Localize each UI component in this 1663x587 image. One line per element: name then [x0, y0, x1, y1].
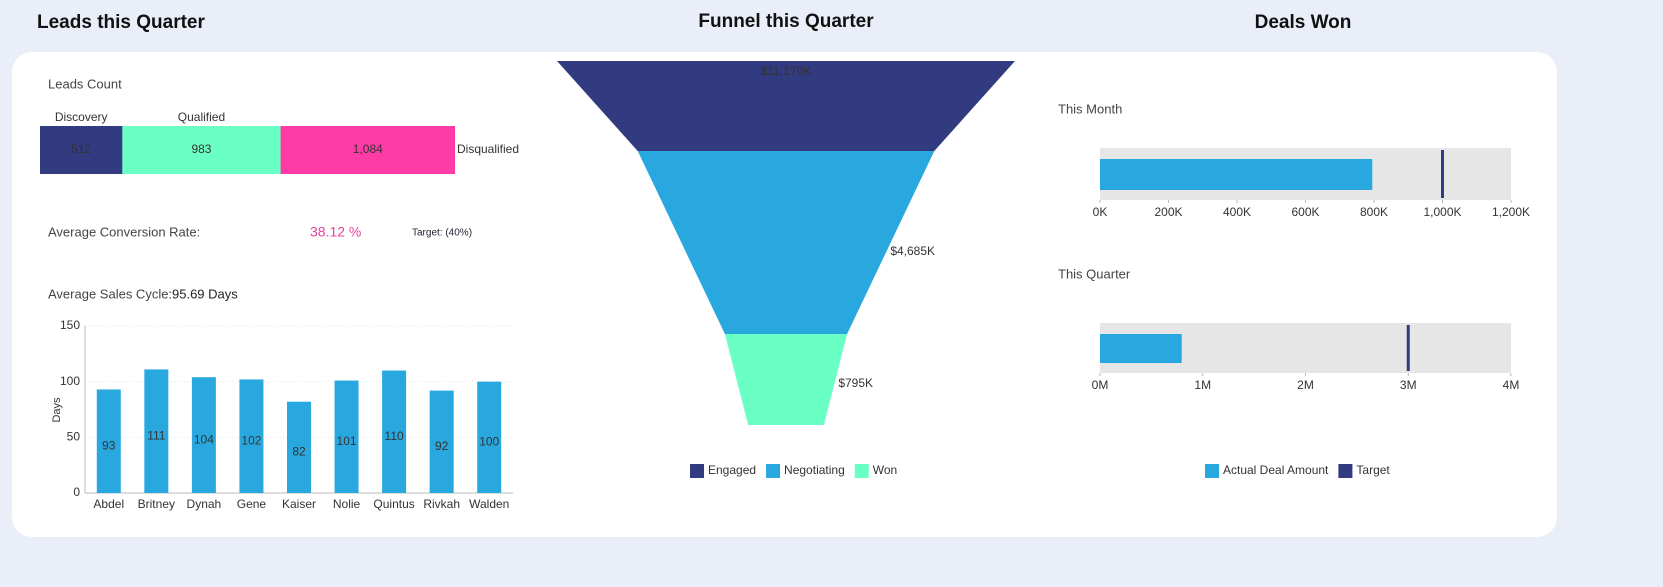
legend-label: Engaged: [708, 463, 756, 477]
legend-swatch: [690, 464, 704, 478]
x-tick-label: Britney: [138, 497, 175, 511]
segment-name: Qualified: [178, 110, 225, 124]
kpi-value: 38.12 %: [310, 224, 361, 240]
bar: [287, 401, 311, 493]
funnel-segment: [724, 334, 848, 425]
funnel-segment: [557, 61, 1015, 151]
x-tick-label: 0K: [1093, 205, 1108, 219]
bar: [191, 377, 216, 493]
segment-name: Discovery: [55, 110, 108, 124]
data-label: $4,685K: [890, 244, 935, 258]
legend-label: Actual Deal Amount: [1223, 463, 1329, 477]
x-tick-label: Dynah: [187, 497, 222, 511]
x-tick-label: Rivkah: [423, 497, 460, 511]
y-tick-label: 50: [67, 430, 81, 444]
legend-swatch: [854, 464, 869, 478]
y-axis-label: Days: [51, 397, 63, 423]
x-tick-label: 200K: [1154, 205, 1182, 219]
kpi-target: Target: (40%): [412, 228, 472, 239]
bar: [334, 380, 359, 493]
bar: [429, 390, 454, 493]
legend-swatch: [1338, 464, 1353, 478]
bullet-bar: [1100, 159, 1373, 190]
x-tick-label: Abdel: [93, 497, 124, 511]
data-label: 100: [479, 435, 499, 449]
target-marker: [1406, 325, 1410, 371]
legend-label: Won: [873, 463, 897, 477]
kpi-label: Average Conversion Rate:: [48, 224, 200, 239]
x-tick-label: 1,200K: [1492, 205, 1530, 219]
bullet-bar: [1100, 334, 1182, 363]
data-label: 1,084: [353, 142, 383, 156]
stacked-segment: [122, 126, 281, 174]
section-title: Funnel this Quarter: [698, 11, 874, 32]
x-tick-label: Kaiser: [282, 497, 316, 511]
data-label: 92: [435, 439, 449, 453]
section-title: Leads this Quarter: [37, 12, 205, 33]
data-label: $795K: [838, 376, 873, 390]
y-tick-label: 100: [60, 374, 80, 388]
funnel-segment: [637, 151, 935, 334]
section-title: Deals Won: [1255, 12, 1352, 33]
legend-label: Target: [1356, 463, 1390, 477]
data-label: 102: [241, 433, 261, 447]
legend-label: Negotiating: [784, 463, 845, 477]
segment-name: Disqualified: [457, 142, 519, 156]
panel-title: This Quarter: [1058, 266, 1131, 281]
data-label: 101: [337, 434, 357, 448]
data-label: 82: [292, 445, 306, 459]
data-label: 512: [71, 142, 91, 156]
legend-swatch: [766, 464, 781, 478]
bar: [477, 381, 502, 493]
x-tick-label: 4M: [1503, 378, 1520, 392]
x-tick-label: Walden: [469, 497, 509, 511]
y-tick-label: 0: [73, 485, 80, 499]
y-tick-label: 150: [60, 318, 80, 332]
chart-title: Leads Count: [48, 76, 122, 91]
data-label: 110: [385, 429, 404, 443]
data-label: 111: [147, 428, 166, 442]
x-tick-label: 3M: [1400, 378, 1417, 392]
x-tick-label: 2M: [1297, 378, 1314, 392]
bar: [144, 369, 169, 493]
chart-subtitle: 95.69 Days: [172, 286, 238, 301]
x-tick-label: 1,000K: [1423, 205, 1461, 219]
x-tick-label: 800K: [1360, 205, 1388, 219]
bar: [382, 370, 407, 493]
chart-title: Average Sales Cycle:: [48, 286, 172, 301]
x-tick-label: Quintus: [373, 497, 414, 511]
x-tick-label: 0M: [1092, 378, 1109, 392]
legend-swatch: [1205, 464, 1219, 478]
data-label: 983: [191, 142, 211, 156]
target-marker: [1441, 150, 1444, 198]
data-label: 93: [102, 438, 116, 452]
data-label: $11,170K: [761, 64, 812, 78]
x-tick-label: 600K: [1291, 205, 1319, 219]
bar: [239, 379, 264, 493]
stacked-segment: [280, 126, 455, 174]
stacked-segment: [40, 126, 123, 174]
data-label: 104: [194, 432, 214, 446]
x-tick-label: 1M: [1194, 378, 1211, 392]
bar: [96, 389, 121, 493]
x-tick-label: Gene: [237, 497, 267, 511]
panel-title: This Month: [1058, 101, 1122, 116]
x-tick-label: 400K: [1223, 205, 1251, 219]
x-tick-label: Nolie: [333, 497, 361, 511]
